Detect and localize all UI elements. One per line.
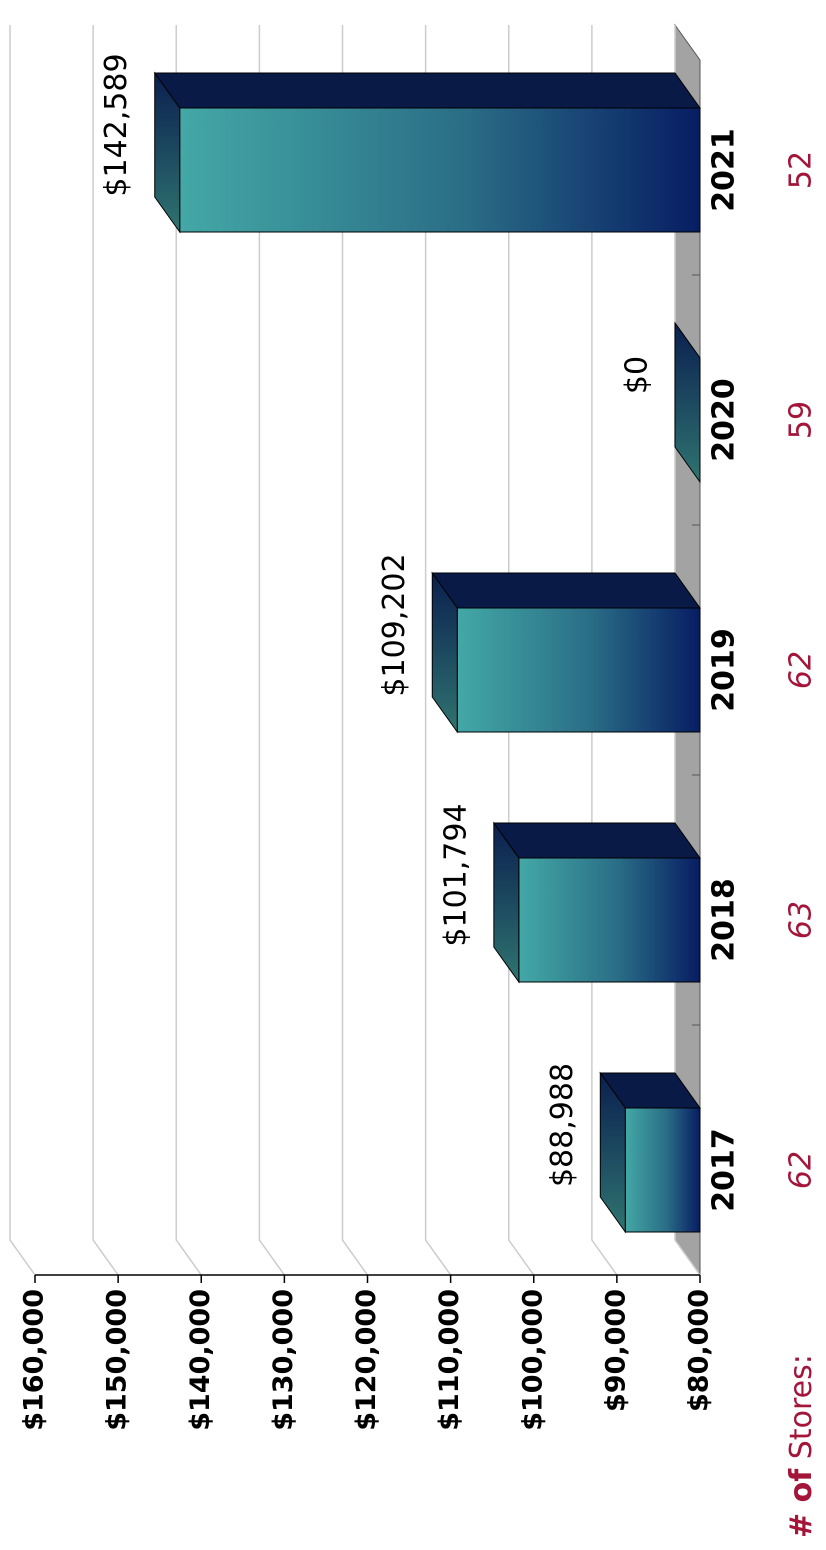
x-tick-label: 2018 xyxy=(707,878,742,962)
bar-top xyxy=(599,1071,626,1234)
grid-line xyxy=(424,25,452,1276)
bar xyxy=(179,107,701,233)
value-label: $0 xyxy=(620,356,655,394)
store-count: 59 xyxy=(784,401,819,439)
bar-top xyxy=(493,821,520,984)
bar-top xyxy=(674,321,701,484)
bar xyxy=(456,607,701,733)
x-tick-label: 2019 xyxy=(707,628,742,712)
grid-line xyxy=(508,25,535,1276)
store-count: 62 xyxy=(784,1151,819,1189)
bar-side xyxy=(431,572,701,609)
bar-side xyxy=(492,822,701,859)
bar-top xyxy=(431,571,458,734)
grid-line xyxy=(341,25,369,1276)
value-label: $109,202 xyxy=(377,553,412,696)
grid-line xyxy=(258,25,285,1276)
x-tick-label: 2020 xyxy=(707,378,742,462)
y-tick-label: $130,000 xyxy=(268,1289,299,1431)
x-tick-label: 2017 xyxy=(707,1128,742,1212)
value-label: $101,794 xyxy=(438,803,473,946)
stores-label: # of Stores: xyxy=(784,1354,819,1538)
y-tick-label: $120,000 xyxy=(351,1289,382,1431)
bar-side xyxy=(153,72,701,109)
store-count: 62 xyxy=(784,651,819,689)
y-tick-label: $110,000 xyxy=(434,1289,465,1431)
y-tick-label: $150,000 xyxy=(102,1289,133,1431)
y-tick-label: $80,000 xyxy=(684,1289,715,1412)
y-tick-label: $160,000 xyxy=(19,1289,50,1431)
x-tick-label: 2021 xyxy=(707,128,742,212)
grid-line xyxy=(92,25,119,1276)
store-count: 52 xyxy=(784,151,819,189)
grid-line xyxy=(175,25,202,1276)
value-label: $142,589 xyxy=(99,53,134,196)
store-count: 63 xyxy=(784,901,819,939)
y-tick-label: $100,000 xyxy=(517,1289,548,1431)
y-tick-label: $90,000 xyxy=(600,1289,631,1412)
bar xyxy=(624,1107,701,1233)
bar xyxy=(518,857,701,983)
plot: $80,000 $90,000 $100,000 $110,000 $120,000 $1… xyxy=(9,23,819,1538)
bar-top xyxy=(154,71,181,234)
value-label: $88,988 xyxy=(545,1063,580,1187)
grid-line xyxy=(591,25,618,1276)
grid-line xyxy=(9,25,36,1276)
stores-label-text: Stores: xyxy=(784,1354,819,1459)
y-tick-label: $140,000 xyxy=(185,1289,216,1431)
stores-label-bold: # of xyxy=(784,1468,819,1538)
